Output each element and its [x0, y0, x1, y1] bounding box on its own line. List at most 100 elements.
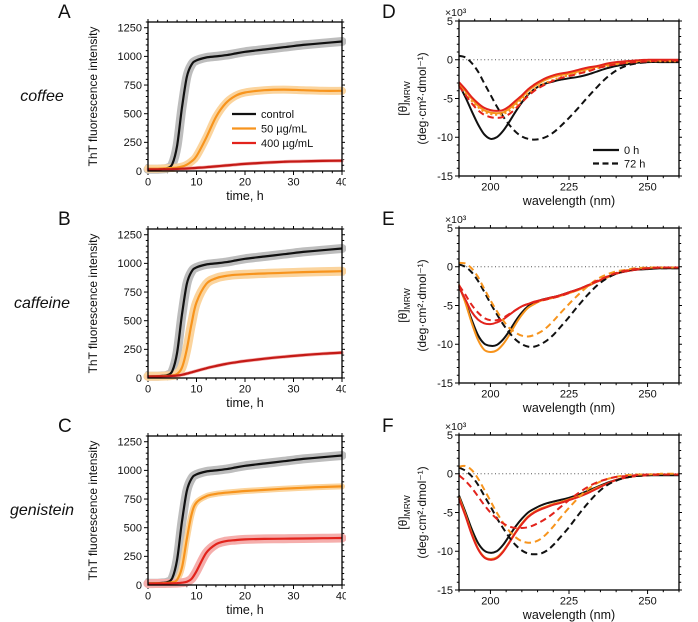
panel-letter-b: B: [58, 209, 71, 230]
svg-text:500: 500: [124, 108, 142, 120]
row-label-coffee: coffee: [20, 88, 64, 105]
chart-d-cd-spectra: 200 225 250 -15 -10 -5 0 5 wavelength (nm) [θ]MRW…: [387, 6, 689, 225]
svg-text:[θ]MRW: [θ]MRW: [396, 495, 412, 529]
svg-text:20: 20: [239, 177, 251, 189]
svg-text:250: 250: [124, 137, 142, 149]
svg-text:[θ]MRW: [θ]MRW: [396, 81, 412, 115]
svg-text:400 µg/mL: 400 µg/mL: [261, 138, 313, 150]
svg-text:20: 20: [239, 591, 251, 603]
svg-text:×10³: ×10³: [445, 214, 467, 226]
row-label-genistein: genistein: [9, 502, 75, 519]
svg-text:200: 200: [481, 389, 499, 401]
svg-text:225: 225: [560, 389, 578, 401]
svg-text:20: 20: [239, 384, 251, 396]
chart-a-tht-kinetics: 0 10 20 30 40 0 250 500 750 1000 1250 time, h ThT fl…: [84, 14, 348, 221]
svg-text:1250: 1250: [118, 23, 142, 35]
svg-text:wavelength (nm): wavelength (nm): [522, 194, 615, 208]
chart-c-tht-kinetics: 0 10 20 30 40 0 250 500 750 1000 1250 time, h ThT fl…: [84, 428, 348, 622]
svg-text:250: 250: [638, 182, 656, 194]
panel-c: genistein C 0 10 20 30 40 0 250 500 750 1000 1250 t…: [0, 414, 349, 622]
svg-text:0: 0: [145, 177, 151, 189]
chart-E-svg: 200 225 250 -15 -10 -5 0 5 wavelength (nm) [θ]MRW…: [396, 214, 682, 415]
svg-text:50 µg/mL: 50 µg/mL: [261, 123, 307, 135]
svg-text:time, h: time, h: [226, 396, 264, 410]
svg-text:30: 30: [287, 591, 299, 603]
panel-letter-d: D: [382, 2, 396, 23]
svg-text:0: 0: [145, 384, 151, 396]
svg-text:0: 0: [136, 580, 142, 592]
panel-e: E 200 225 250 -15 -10 -5 0 5 wavelength (nm) [θ]M…: [349, 207, 698, 415]
chart-e-cd-spectra: 200 225 250 -15 -10 -5 0 5 wavelength (nm) [θ]MRW…: [387, 213, 689, 432]
panel-letter-f: F: [382, 416, 394, 437]
svg-text:1000: 1000: [118, 465, 142, 477]
svg-text:-5: -5: [443, 507, 453, 519]
svg-text:×10³: ×10³: [445, 7, 467, 19]
svg-text:0: 0: [136, 373, 142, 385]
panel-a: coffee A 0 10 20 30 40 0 250 500 750 1000 1250 time…: [0, 0, 349, 207]
svg-text:750: 750: [124, 494, 142, 506]
svg-text:control: control: [261, 109, 294, 121]
panel-letter-c: C: [58, 416, 72, 437]
svg-text:(deg·cm²·dmol⁻¹): (deg·cm²·dmol⁻¹): [415, 52, 429, 144]
svg-text:0: 0: [447, 469, 453, 481]
chart-f-cd-spectra: 200 225 250 -15 -10 -5 0 5 wavelength (nm) [θ]MRW…: [387, 420, 689, 622]
svg-text:-15: -15: [437, 585, 453, 597]
svg-text:time, h: time, h: [226, 603, 264, 617]
svg-text:-10: -10: [437, 546, 453, 558]
svg-text:250: 250: [638, 596, 656, 608]
svg-text:-10: -10: [437, 339, 453, 351]
panel-letter-e: E: [382, 209, 395, 230]
svg-text:750: 750: [124, 80, 142, 92]
panel-f: F 200 225 250 -15 -10 -5 0 5 wavelength (nm) [θ]M…: [349, 414, 698, 622]
svg-text:ThT fluorescence intensity: ThT fluorescence intensity: [86, 441, 100, 581]
svg-text:-15: -15: [437, 378, 453, 390]
svg-text:(deg·cm²·dmol⁻¹): (deg·cm²·dmol⁻¹): [415, 466, 429, 558]
svg-text:5: 5: [447, 223, 453, 235]
svg-text:72 h: 72 h: [624, 158, 645, 170]
svg-text:[θ]MRW: [θ]MRW: [396, 288, 412, 322]
chart-F-svg: 200 225 250 -15 -10 -5 0 5 wavelength (nm) [θ]MRW…: [396, 421, 682, 622]
svg-text:750: 750: [124, 287, 142, 299]
svg-text:40: 40: [336, 591, 346, 603]
svg-text:200: 200: [481, 182, 499, 194]
svg-text:wavelength (nm): wavelength (nm): [522, 608, 615, 622]
svg-text:ThT fluorescence intensity: ThT fluorescence intensity: [86, 234, 100, 374]
svg-text:5: 5: [447, 430, 453, 442]
panel-b: caffeine B 0 10 20 30 40 0 250 500 750 1000 1250 ti…: [0, 207, 349, 414]
svg-text:0: 0: [145, 591, 151, 603]
svg-text:225: 225: [560, 596, 578, 608]
svg-text:0: 0: [447, 55, 453, 67]
svg-text:30: 30: [287, 384, 299, 396]
svg-text:250: 250: [124, 551, 142, 563]
svg-text:40: 40: [336, 384, 346, 396]
svg-text:40: 40: [336, 177, 346, 189]
svg-text:10: 10: [190, 591, 202, 603]
svg-text:225: 225: [560, 182, 578, 194]
svg-text:0: 0: [447, 262, 453, 274]
svg-text:×10³: ×10³: [445, 421, 467, 433]
chart-C-svg: 0 10 20 30 40 0 250 500 750 1000 1250 time, h ThT fl…: [86, 433, 348, 617]
svg-text:ThT fluorescence intensity: ThT fluorescence intensity: [86, 27, 100, 167]
chart-B-svg: 0 10 20 30 40 0 250 500 750 1000 1250 time, h ThT fl…: [86, 226, 348, 410]
svg-text:-5: -5: [443, 93, 453, 105]
chart-D-svg: 200 225 250 -15 -10 -5 0 5 wavelength (nm) [θ]MRW…: [396, 7, 682, 208]
svg-text:-15: -15: [437, 171, 453, 183]
svg-text:500: 500: [124, 522, 142, 534]
chart-A-svg: 0 10 20 30 40 0 250 500 750 1000 1250 time, h ThT fl…: [86, 19, 348, 203]
svg-text:0: 0: [136, 166, 142, 178]
svg-text:wavelength (nm): wavelength (nm): [522, 401, 615, 415]
svg-text:30: 30: [287, 177, 299, 189]
svg-text:10: 10: [190, 384, 202, 396]
svg-text:time, h: time, h: [226, 189, 264, 203]
svg-text:-10: -10: [437, 132, 453, 144]
svg-text:0 h: 0 h: [624, 145, 639, 157]
svg-text:1250: 1250: [118, 437, 142, 449]
svg-text:250: 250: [638, 389, 656, 401]
chart-b-tht-kinetics: 0 10 20 30 40 0 250 500 750 1000 1250 time, h ThT fl…: [84, 221, 348, 428]
svg-text:1000: 1000: [118, 51, 142, 63]
svg-text:5: 5: [447, 16, 453, 28]
svg-text:(deg·cm²·dmol⁻¹): (deg·cm²·dmol⁻¹): [415, 259, 429, 351]
svg-text:500: 500: [124, 315, 142, 327]
row-label-caffeine: caffeine: [13, 295, 71, 312]
